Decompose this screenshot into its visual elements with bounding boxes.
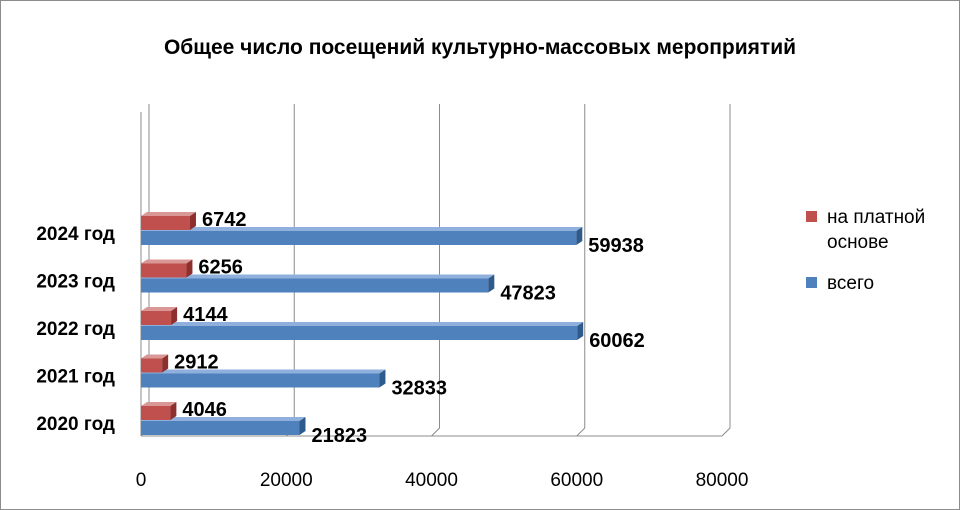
- bar-total-end: [576, 227, 583, 245]
- category-label: 2021 год: [36, 367, 115, 388]
- bar-total-end: [299, 417, 306, 435]
- bar-total-top: [141, 274, 495, 279]
- gridline-3: [576, 104, 586, 437]
- category-label: 2024 год: [36, 224, 115, 245]
- bar-paid-end: [186, 259, 193, 278]
- bar-total-end: [379, 369, 386, 388]
- bar-paid: [141, 216, 190, 230]
- gridline-4: [721, 104, 731, 437]
- x-tick-label: 20000: [260, 470, 313, 491]
- x-tick-label: 40000: [405, 470, 458, 491]
- data-label-paid: 6742: [202, 209, 247, 231]
- category-label: 2022 год: [36, 319, 115, 340]
- x-tick-label: 0: [136, 470, 147, 491]
- x-tick-label: 80000: [696, 470, 749, 491]
- data-label-paid: 4144: [183, 304, 228, 326]
- bar-total-end: [577, 322, 584, 340]
- bar-paid: [141, 406, 171, 420]
- legend-label-total: всего: [827, 273, 875, 294]
- bar-total-top: [141, 369, 386, 374]
- category-label: 2020 год: [36, 414, 115, 435]
- bar-paid-end: [162, 354, 169, 373]
- data-label-total: 60062: [589, 330, 645, 352]
- bar-total: [141, 278, 489, 293]
- bar-paid-end: [171, 307, 178, 325]
- legend-swatch-total: [806, 277, 817, 288]
- data-label-total: 32833: [391, 378, 447, 400]
- bar-total-top: [141, 227, 583, 231]
- bar-total: [141, 326, 578, 340]
- bar-paid-top: [141, 307, 178, 311]
- bar-total-top: [141, 322, 584, 326]
- data-label-total: 21823: [311, 425, 367, 447]
- data-label-total: 47823: [500, 283, 556, 305]
- legend-item-paid: на платной основе: [806, 205, 957, 255]
- bar-paid: [141, 311, 172, 325]
- legend-swatch-paid: [806, 211, 817, 222]
- gridline-2: [431, 104, 440, 437]
- chart-title: Общее число посещений культурно-массовых…: [163, 36, 797, 59]
- bar-paid-end: [189, 212, 196, 230]
- data-label-total: 59938: [588, 235, 644, 257]
- bar-paid: [141, 358, 163, 373]
- bar-total: [141, 373, 380, 388]
- legend-item-total: всего: [806, 271, 957, 296]
- bar-paid-top: [141, 259, 193, 264]
- bar-paid: [141, 263, 187, 278]
- bar-paid-top: [141, 402, 177, 406]
- bar-total-end: [488, 274, 495, 293]
- category-label: 2023 год: [36, 272, 115, 293]
- bar-paid-end: [170, 402, 177, 420]
- bar-paid-top: [141, 354, 169, 359]
- data-label-paid: 4046: [182, 399, 227, 421]
- bar-total-top: [141, 417, 306, 421]
- bar-total: [141, 421, 300, 435]
- x-tick-label: 60000: [550, 470, 603, 491]
- bar-total: [141, 231, 577, 245]
- legend-label-paid: на платной основе: [827, 207, 926, 253]
- data-label-paid: 2912: [174, 352, 219, 374]
- data-label-paid: 6256: [198, 257, 243, 279]
- bar-paid-top: [141, 212, 196, 216]
